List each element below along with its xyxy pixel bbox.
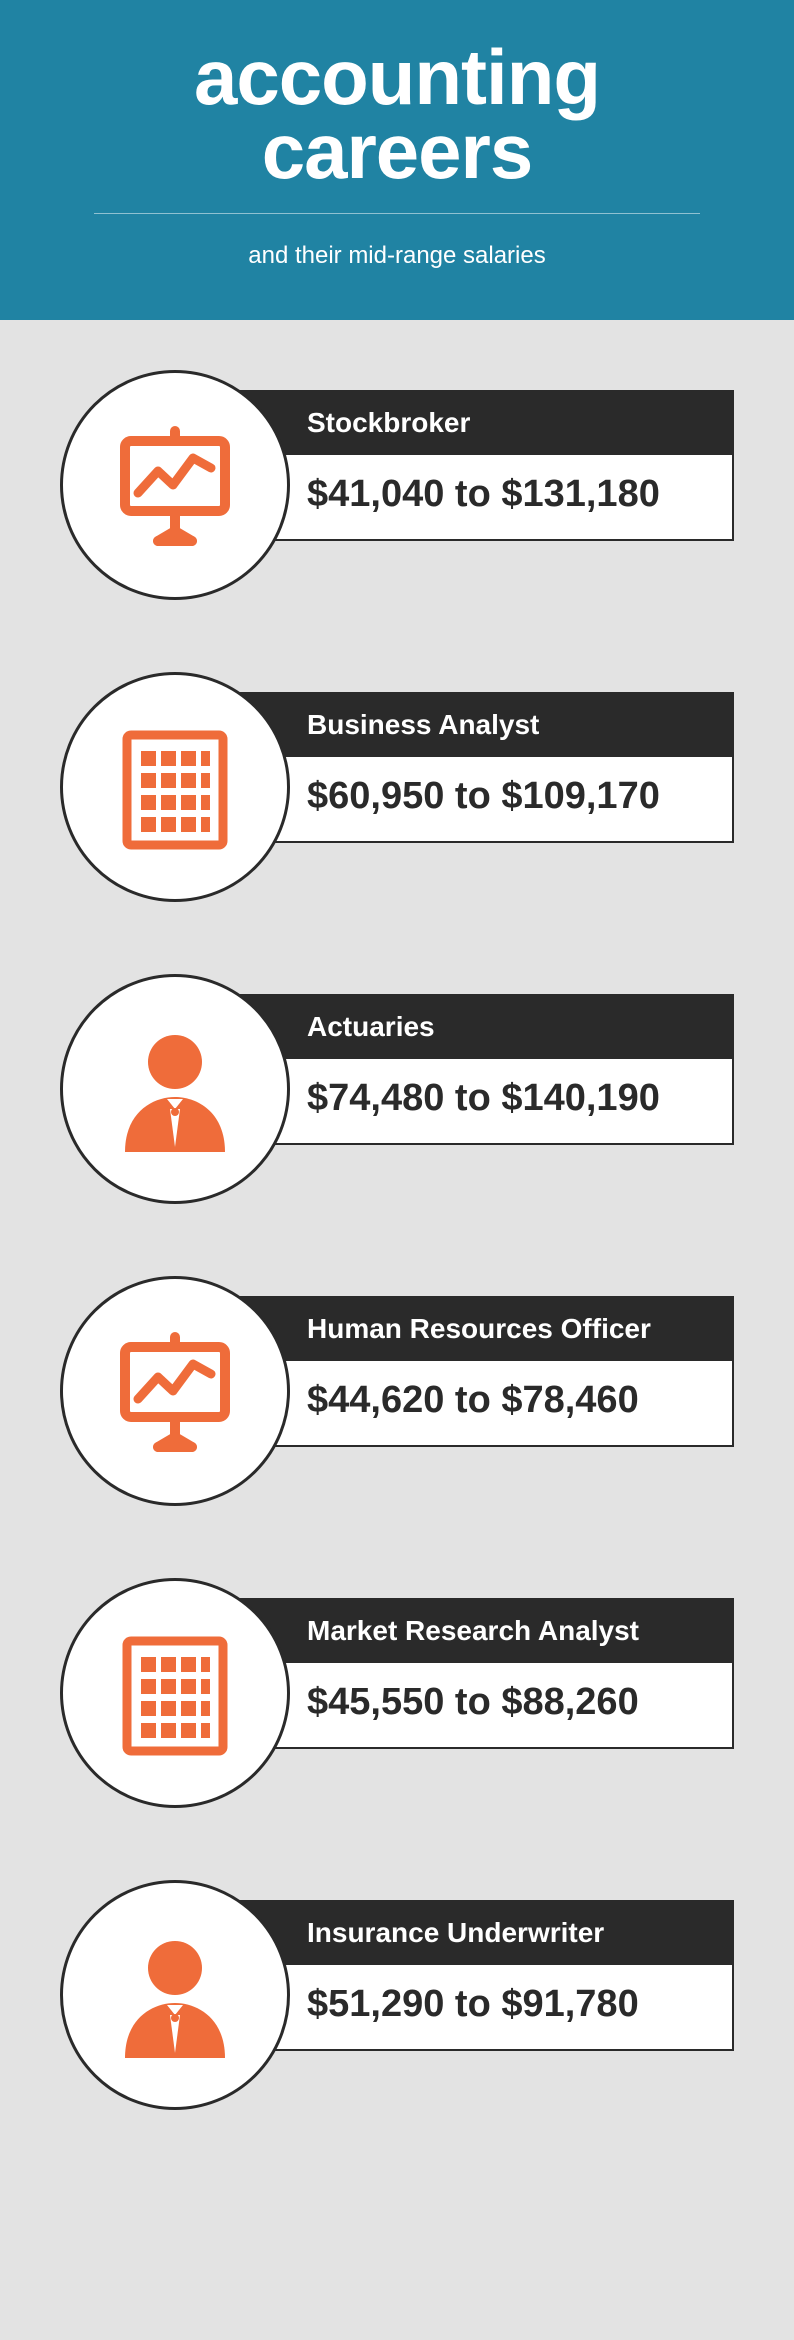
career-icon-circle <box>60 1578 290 1808</box>
career-item: Market Research Analyst $45,550 to $88,2… <box>60 1598 734 1828</box>
career-icon-circle <box>60 974 290 1204</box>
career-item: Actuaries $74,480 to $140,190 <box>60 994 734 1224</box>
career-icon-circle <box>60 672 290 902</box>
career-item: Insurance Underwriter $51,290 to $91,780 <box>60 1900 734 2130</box>
career-item: Stockbroker $41,040 to $131,180 <box>60 390 734 620</box>
title-line2: careers <box>262 107 533 195</box>
page-title: accounting careers <box>60 40 734 188</box>
career-icon-circle <box>60 370 290 600</box>
career-icon-circle <box>60 1880 290 2110</box>
person-icon <box>103 1923 248 2068</box>
person-icon <box>103 1017 248 1162</box>
career-item: Human Resources Officer $44,620 to $78,4… <box>60 1296 734 1526</box>
header-divider <box>94 213 701 214</box>
career-icon-circle <box>60 1276 290 1506</box>
career-item: Business Analyst $60,950 to $109,170 <box>60 692 734 922</box>
chart-icon <box>103 1319 248 1464</box>
chart-icon <box>103 413 248 558</box>
subtitle: and their mid-range salaries <box>60 242 734 270</box>
header: accounting careers and their mid-range s… <box>0 0 794 320</box>
building-icon <box>103 1621 248 1766</box>
careers-list: Stockbroker $41,040 to $131,180 Business… <box>0 320 794 2210</box>
building-icon <box>103 715 248 860</box>
